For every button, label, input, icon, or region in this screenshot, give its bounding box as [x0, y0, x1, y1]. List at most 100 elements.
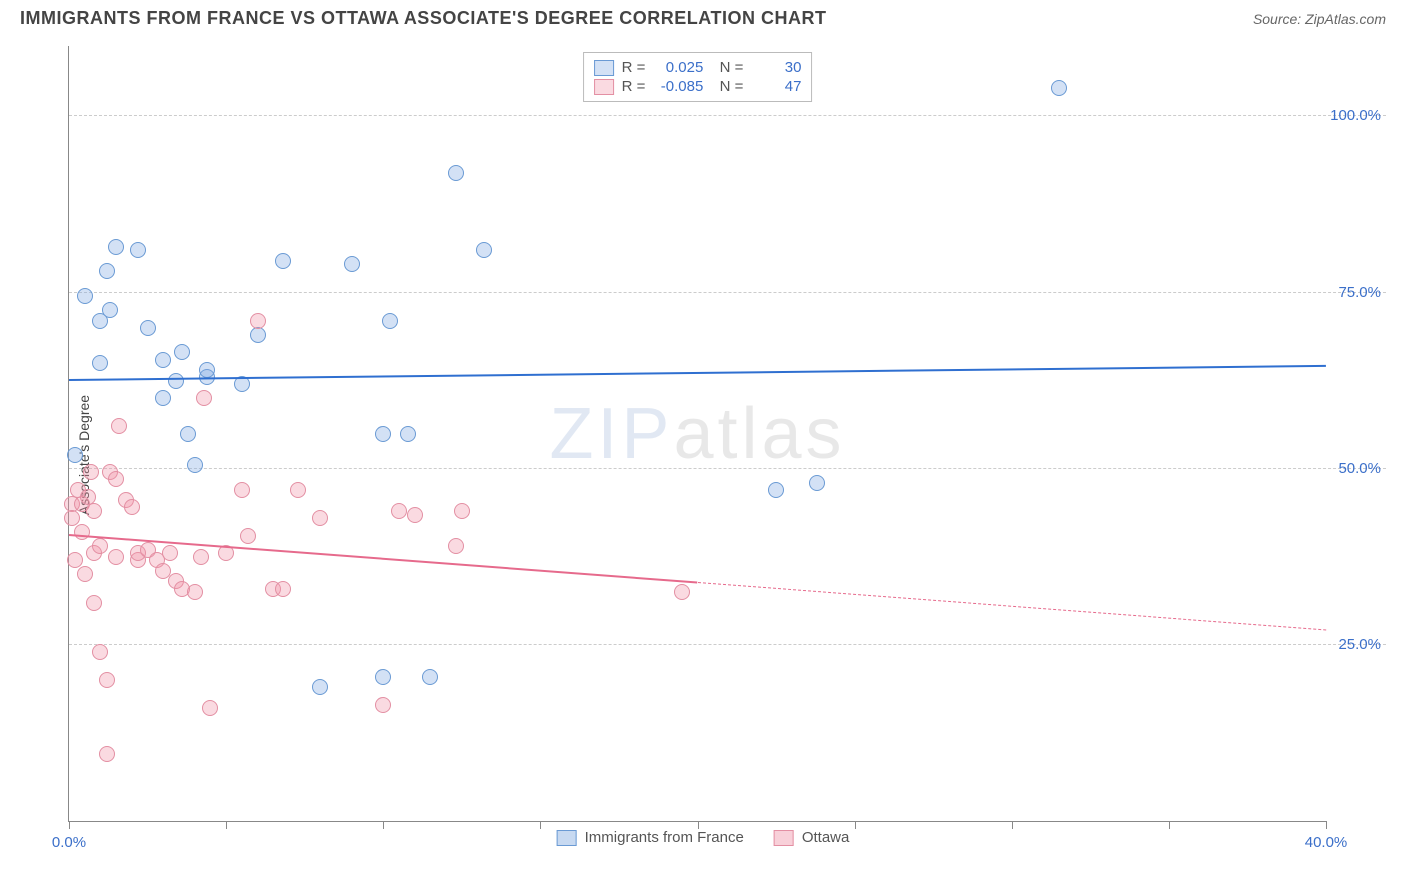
data-point — [168, 373, 184, 389]
data-point — [162, 545, 178, 561]
legend-label: Ottawa — [802, 829, 850, 846]
legend-r-label: R = — [622, 59, 646, 76]
data-point — [768, 482, 784, 498]
data-point — [187, 584, 203, 600]
data-point — [391, 503, 407, 519]
data-point — [187, 457, 203, 473]
gridline-h — [69, 292, 1386, 293]
data-point — [193, 549, 209, 565]
data-point — [124, 499, 140, 515]
data-point — [290, 482, 306, 498]
chart-header: IMMIGRANTS FROM FRANCE VS OTTAWA ASSOCIA… — [0, 0, 1406, 33]
trend-line-extrapolated — [697, 582, 1326, 631]
legend-row: R = -0.085 N = 47 — [594, 78, 802, 95]
trend-line — [69, 365, 1326, 381]
data-point — [140, 320, 156, 336]
legend-item: Ottawa — [774, 829, 850, 846]
data-point — [407, 507, 423, 523]
chart-container: Associate's Degree ZIPatlas R =0.025 N =… — [20, 38, 1386, 872]
x-tick — [383, 821, 384, 829]
data-point — [375, 697, 391, 713]
data-point — [111, 418, 127, 434]
legend-n-value: 47 — [751, 78, 801, 95]
gridline-h — [69, 644, 1386, 645]
gridline-h — [69, 115, 1386, 116]
data-point — [234, 482, 250, 498]
data-point — [448, 165, 464, 181]
data-point — [312, 510, 328, 526]
data-point — [375, 669, 391, 685]
x-tick-label: 0.0% — [52, 834, 86, 851]
correlation-legend: R = 0.025 N = 30 R = -0.085 N = 47 — [583, 52, 813, 102]
legend-r-label: R = — [622, 78, 646, 95]
data-point — [67, 552, 83, 568]
data-point — [1051, 80, 1067, 96]
y-tick-label: 50.0% — [1338, 460, 1381, 477]
data-point — [400, 426, 416, 442]
data-point — [92, 355, 108, 371]
data-point — [77, 288, 93, 304]
legend-row: R = 0.025 N = 30 — [594, 59, 802, 76]
gridline-h — [69, 468, 1386, 469]
x-tick — [1326, 821, 1327, 829]
data-point — [180, 426, 196, 442]
legend-n-label: N = — [711, 59, 743, 76]
y-tick-label: 100.0% — [1330, 107, 1381, 124]
data-point — [74, 524, 90, 540]
data-point — [102, 302, 118, 318]
data-point — [344, 256, 360, 272]
x-tick — [855, 821, 856, 829]
data-point — [64, 510, 80, 526]
data-point — [99, 263, 115, 279]
data-point — [196, 390, 212, 406]
chart-title: IMMIGRANTS FROM FRANCE VS OTTAWA ASSOCIA… — [20, 8, 826, 29]
x-tick — [226, 821, 227, 829]
legend-r-value: 0.025 — [653, 59, 703, 76]
data-point — [199, 362, 215, 378]
data-point — [92, 538, 108, 554]
legend-n-label: N = — [711, 78, 743, 95]
x-tick — [1012, 821, 1013, 829]
data-point — [67, 447, 83, 463]
data-point — [476, 242, 492, 258]
data-point — [422, 669, 438, 685]
data-point — [382, 313, 398, 329]
data-point — [240, 528, 256, 544]
data-point — [155, 352, 171, 368]
x-tick — [1169, 821, 1170, 829]
data-point — [130, 242, 146, 258]
legend-item: Immigrants from France — [557, 829, 744, 846]
data-point — [86, 503, 102, 519]
legend-n-value: 30 — [751, 59, 801, 76]
data-point — [99, 672, 115, 688]
legend-swatch — [557, 830, 577, 846]
legend-swatch — [774, 830, 794, 846]
data-point — [108, 239, 124, 255]
data-point — [250, 313, 266, 329]
data-point — [77, 566, 93, 582]
data-point — [99, 746, 115, 762]
source-attribution: Source: ZipAtlas.com — [1253, 11, 1386, 27]
legend-swatch — [594, 79, 614, 95]
watermark: ZIPatlas — [549, 393, 845, 475]
data-point — [275, 581, 291, 597]
data-point — [174, 344, 190, 360]
plot-area: ZIPatlas R =0.025 N =30R =-0.085 N =47 2… — [68, 46, 1326, 822]
x-tick — [69, 821, 70, 829]
data-point — [83, 464, 99, 480]
legend-r-value: -0.085 — [653, 78, 703, 95]
y-tick-label: 75.0% — [1338, 284, 1381, 301]
data-point — [375, 426, 391, 442]
data-point — [312, 679, 328, 695]
data-point — [250, 327, 266, 343]
data-point — [275, 253, 291, 269]
data-point — [155, 390, 171, 406]
y-tick-label: 25.0% — [1338, 636, 1381, 653]
data-point — [108, 471, 124, 487]
data-point — [674, 584, 690, 600]
data-point — [108, 549, 124, 565]
x-tick-label: 40.0% — [1305, 834, 1348, 851]
data-point — [454, 503, 470, 519]
x-tick — [540, 821, 541, 829]
series-legend: Immigrants from France Ottawa — [557, 829, 850, 846]
